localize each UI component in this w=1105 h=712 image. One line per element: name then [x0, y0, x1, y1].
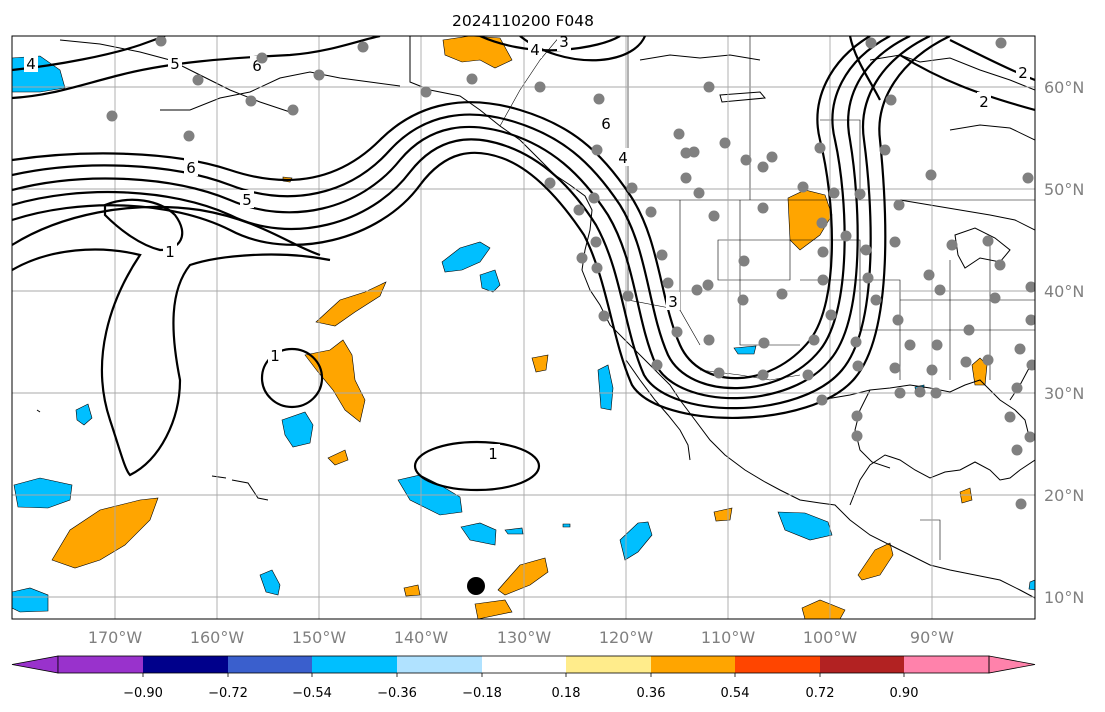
colorbar-tick-label: −0.90 [123, 686, 163, 701]
contour-label: 4 [26, 55, 36, 73]
station-dots [106, 36, 1035, 510]
colorbar-segment [566, 656, 651, 673]
contour-label: 6 [601, 115, 611, 133]
colorbar-tick-label: 0.36 [637, 686, 666, 701]
colorbar-segment [397, 656, 482, 673]
lon-label: 140°W [394, 628, 449, 647]
contour-label: 1 [270, 347, 280, 365]
colorbar-segment [820, 656, 904, 673]
contour-label: 4 [618, 149, 628, 167]
contour-label: 6 [186, 159, 196, 177]
lon-label: 120°W [599, 628, 654, 647]
colorbar-tick-label: 0.72 [806, 686, 835, 701]
contour-label: 6 [252, 57, 262, 75]
latitude-labels: 60°N 50°N 40°N 30°N 20°N 10°N [1044, 78, 1084, 607]
lat-label: 40°N [1044, 282, 1084, 301]
political-borders [499, 36, 1035, 560]
colorbar-tick-label: 0.18 [552, 686, 581, 701]
colorbar-segment [735, 656, 820, 673]
lon-label: 100°W [803, 628, 858, 647]
lat-label: 30°N [1044, 384, 1084, 403]
colorbar: −0.90 −0.72 −0.54 −0.36 −0.18 0.18 0.36 … [11, 655, 1036, 701]
contour-label: 5 [242, 191, 252, 209]
colorbar-segment [651, 656, 735, 673]
lon-label: 170°W [88, 628, 143, 647]
lat-label: 50°N [1044, 180, 1084, 199]
graticule [12, 36, 1035, 619]
lon-label: 160°W [190, 628, 245, 647]
lat-label: 60°N [1044, 78, 1084, 97]
colorbar-segment [58, 656, 143, 673]
contour-label: 5 [170, 55, 180, 73]
lon-label: 110°W [701, 628, 756, 647]
colorbar-segment [312, 656, 397, 673]
colorbar-tick-label: −0.72 [208, 686, 248, 701]
location-marker [467, 577, 485, 595]
lat-label: 10°N [1044, 588, 1084, 607]
contour-label: 2 [1018, 64, 1028, 82]
colorbar-tick-label: 0.54 [721, 686, 750, 701]
colorbar-segment [904, 656, 989, 673]
longitude-labels: 170°W 160°W 150°W 140°W 130°W 120°W 110°… [88, 628, 954, 647]
contour-label: 3 [559, 33, 569, 51]
map-panel: 4 5 6 4 3 2 2 6 5 1 6 4 3 1 1 [12, 33, 1035, 619]
lat-label: 20°N [1044, 486, 1084, 505]
contour-label: 1 [165, 243, 175, 261]
contour-label: 2 [979, 93, 989, 111]
colorbar-extend-low [11, 655, 59, 674]
contour-label: 1 [488, 445, 498, 463]
colorbar-tick-label: −0.36 [377, 686, 417, 701]
colorbar-segment [143, 656, 228, 673]
colorbar-outline [57, 655, 990, 674]
colorbar-extend-high [988, 655, 1036, 674]
lon-label: 90°W [910, 628, 954, 647]
map-title: 2024110200 F048 [452, 12, 594, 30]
colorbar-tick-label: 0.90 [890, 686, 919, 701]
contour-label: 3 [668, 293, 678, 311]
colorbar-tick-label: −0.54 [292, 686, 332, 701]
positive-anomaly-areas [51, 36, 988, 619]
contour-labels: 4 5 6 4 3 2 2 6 5 1 6 4 3 1 1 [24, 33, 1030, 463]
contour-label: 4 [530, 41, 540, 59]
map-frame [11, 35, 1036, 620]
colorbar-tick-label: −0.18 [462, 686, 502, 701]
colorbar-segment [482, 656, 566, 673]
lon-label: 150°W [292, 628, 347, 647]
lon-label: 130°W [497, 628, 552, 647]
colorbar-segment [228, 656, 312, 673]
